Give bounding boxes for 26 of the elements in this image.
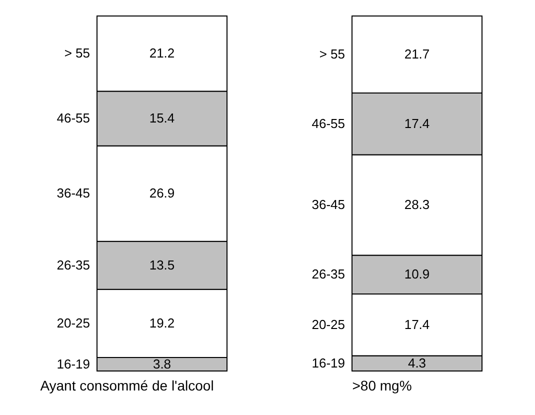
series-label: > 55 bbox=[64, 46, 90, 61]
series-label: 26-35 bbox=[56, 257, 90, 272]
series-label: 20-25 bbox=[56, 315, 90, 330]
data-label: 17.4 bbox=[404, 316, 430, 332]
data-label: 13.5 bbox=[149, 257, 175, 272]
data-label: 3.8 bbox=[152, 356, 172, 372]
series-label: 26-35 bbox=[312, 266, 345, 282]
data-label: 21.7 bbox=[404, 46, 430, 62]
x-axis-title: Ayant consommé de l'alcool bbox=[40, 378, 214, 394]
series-label: 36-45 bbox=[312, 197, 345, 212]
data-label: 26.9 bbox=[149, 186, 175, 201]
data-label: 28.3 bbox=[404, 197, 430, 212]
series-label: 36-45 bbox=[56, 186, 90, 201]
data-label: 21.2 bbox=[149, 46, 175, 61]
series-label: 16-19 bbox=[312, 355, 345, 370]
data-label: 19.2 bbox=[149, 315, 175, 330]
data-label: 17.4 bbox=[404, 116, 430, 131]
series-label: 46-55 bbox=[56, 110, 90, 126]
data-label: 4.3 bbox=[408, 355, 426, 370]
series-label: 46-55 bbox=[312, 116, 345, 131]
data-label: 10.9 bbox=[404, 266, 430, 282]
x-axis-title: >80 mg% bbox=[352, 378, 412, 394]
series-label: > 55 bbox=[319, 46, 345, 62]
data-label: 15.4 bbox=[149, 110, 175, 126]
series-label: 16-19 bbox=[56, 356, 90, 372]
series-label: 20-25 bbox=[312, 316, 345, 332]
